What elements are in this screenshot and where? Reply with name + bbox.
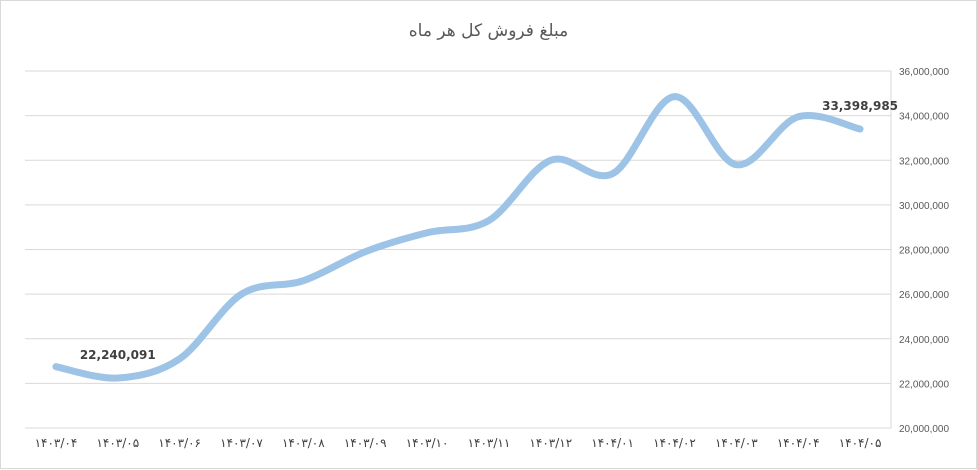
chart-title: مبلغ فروش کل هر ماه: [408, 21, 569, 41]
y-tick-label: 34,000,000: [899, 112, 949, 123]
x-tick-label: ۱۴۰۴/۰۵: [839, 436, 882, 450]
data-point: [612, 173, 614, 175]
y-tick-label: 30,000,000: [899, 201, 949, 212]
data-point: [488, 219, 490, 221]
y-tick-label: 36,000,000: [899, 67, 949, 78]
x-tick-label: ۱۴۰۳/۱۱: [468, 436, 511, 450]
x-tick-label: ۱۴۰۴/۰۱: [591, 436, 634, 450]
data-point: [117, 377, 119, 379]
x-tick-label: ۱۴۰۳/۰۶: [158, 436, 201, 450]
data-point: [241, 293, 242, 295]
data-label: 33,398,985: [822, 99, 898, 113]
y-axis: 20,000,000 22,000,000 24,000,000 26,000,000…: [890, 67, 949, 435]
y-tick-label: 22,000,000: [899, 379, 949, 390]
y-tick-label: 32,000,000: [899, 156, 949, 167]
x-tick-label: ۱۴۰۴/۰۴: [777, 436, 820, 450]
y-tick-label: 20,000,000: [899, 424, 949, 435]
data-point: [426, 232, 428, 234]
data-point: [364, 251, 366, 253]
data-point: [179, 358, 181, 360]
data-labels: 22,240,091 33,398,985: [80, 99, 898, 362]
x-tick-label: ۱۴۰۳/۱۲: [529, 436, 572, 450]
data-label: 22,240,091: [80, 348, 156, 362]
x-tick-label: ۱۴۰۳/۰۷: [220, 436, 263, 450]
x-tick-label: ۱۴۰۳/۰۹: [344, 436, 387, 450]
x-axis: ۱۴۰۳/۰۴ ۱۴۰۳/۰۵ ۱۴۰۳/۰۶ ۱۴۰۳/۰۷ ۱۴۰۳/۰۸ ۱۴۰۳/…: [35, 436, 882, 450]
data-point: [797, 116, 799, 118]
y-tick-label: 24,000,000: [899, 335, 949, 346]
y-tick-label: 28,000,000: [899, 246, 949, 257]
x-tick-label: ۱۴۰۳/۱۰: [406, 436, 449, 450]
x-tick-label: ۱۴۰۳/۰۴: [35, 436, 78, 450]
data-point: [55, 366, 57, 368]
series-line: [52, 93, 864, 382]
data-point: [550, 159, 552, 161]
data-point: [302, 280, 304, 282]
y-tick-label: 26,000,000: [899, 290, 949, 301]
data-point: [859, 128, 861, 130]
x-tick-label: ۱۴۰۴/۰۲: [653, 436, 696, 450]
x-tick-label: ۱۴۰۳/۰۵: [96, 436, 139, 450]
series-layer: [52, 93, 864, 382]
x-tick-label: ۱۴۰۴/۰۳: [715, 436, 758, 450]
x-tick-label: ۱۴۰۳/۰۸: [282, 436, 325, 450]
data-point: [674, 96, 675, 98]
data-point: [735, 164, 737, 166]
